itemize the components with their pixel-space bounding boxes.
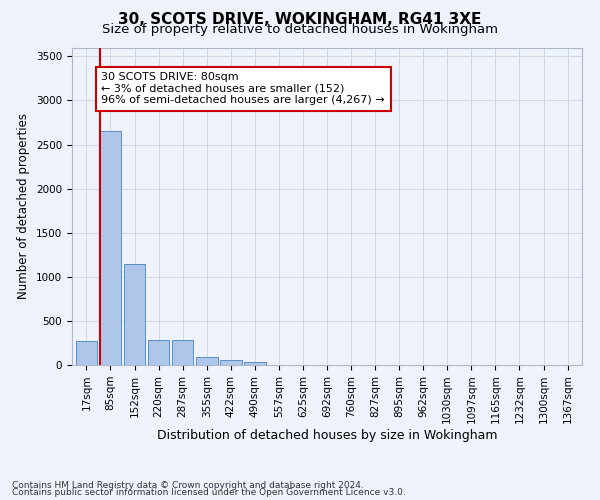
Text: Contains public sector information licensed under the Open Government Licence v3: Contains public sector information licen…: [12, 488, 406, 497]
Bar: [100, 132, 121, 365]
Y-axis label: Number of detached properties: Number of detached properties: [17, 114, 31, 299]
Bar: [76, 341, 97, 365]
Text: 30 SCOTS DRIVE: 80sqm
← 3% of detached houses are smaller (152)
96% of semi-deta: 30 SCOTS DRIVE: 80sqm ← 3% of detached h…: [101, 72, 385, 106]
Bar: [124, 264, 145, 365]
Bar: [172, 340, 193, 365]
Bar: [244, 362, 266, 365]
Bar: [220, 360, 242, 365]
X-axis label: Distribution of detached houses by size in Wokingham: Distribution of detached houses by size …: [157, 429, 497, 442]
Text: Contains HM Land Registry data © Crown copyright and database right 2024.: Contains HM Land Registry data © Crown c…: [12, 480, 364, 490]
Text: 30, SCOTS DRIVE, WOKINGHAM, RG41 3XE: 30, SCOTS DRIVE, WOKINGHAM, RG41 3XE: [118, 12, 482, 28]
Bar: [196, 356, 218, 365]
Bar: [148, 340, 169, 365]
Text: Size of property relative to detached houses in Wokingham: Size of property relative to detached ho…: [102, 22, 498, 36]
